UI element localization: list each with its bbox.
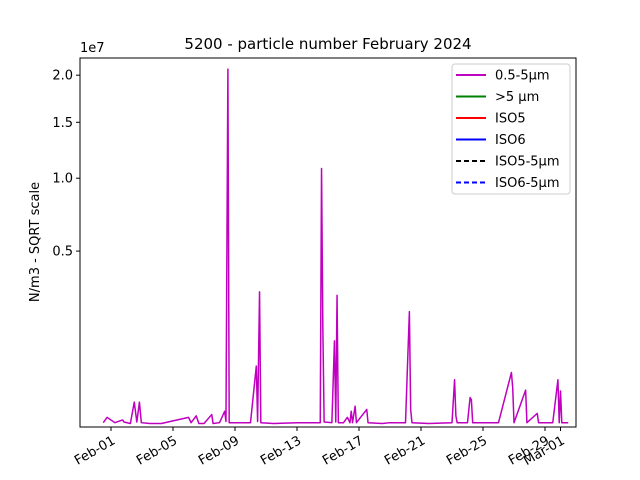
series-layer bbox=[102, 68, 569, 425]
legend: 0.5-5µm >5 µm ISO5 ISO6 ISO5-5µm ISO6-5µm bbox=[451, 63, 571, 195]
y-tick-label: 2.0 bbox=[52, 69, 73, 84]
series-line-0 bbox=[102, 68, 569, 425]
legend-label: ISO5-5µm bbox=[495, 155, 560, 170]
legend-label: ISO6-5µm bbox=[495, 176, 560, 191]
plot-area bbox=[79, 57, 577, 428]
legend-label: 0.5-5µm bbox=[495, 69, 550, 84]
legend-label: >5 µm bbox=[495, 90, 539, 105]
legend-items: 0.5-5µm >5 µm ISO5 ISO6 ISO5-5µm ISO6-5µm bbox=[456, 69, 560, 191]
y-tick-label: 0.5 bbox=[52, 245, 73, 260]
legend-frame bbox=[451, 63, 571, 195]
y-offset-text: 1e7 bbox=[80, 41, 105, 56]
axes-frame bbox=[79, 57, 577, 428]
y-tick-label: 1.5 bbox=[52, 116, 73, 131]
y-axis-label: N/m3 - SQRT scale bbox=[28, 182, 43, 302]
y-tick-label: 1.0 bbox=[52, 172, 73, 187]
legend-label: ISO6 bbox=[495, 133, 526, 148]
y-axis-ticks: 0.5 1.0 1.5 2.0 bbox=[52, 69, 80, 260]
legend-label: ISO5 bbox=[495, 112, 526, 127]
chart-title: 5200 - particle number February 2024 bbox=[184, 35, 471, 53]
